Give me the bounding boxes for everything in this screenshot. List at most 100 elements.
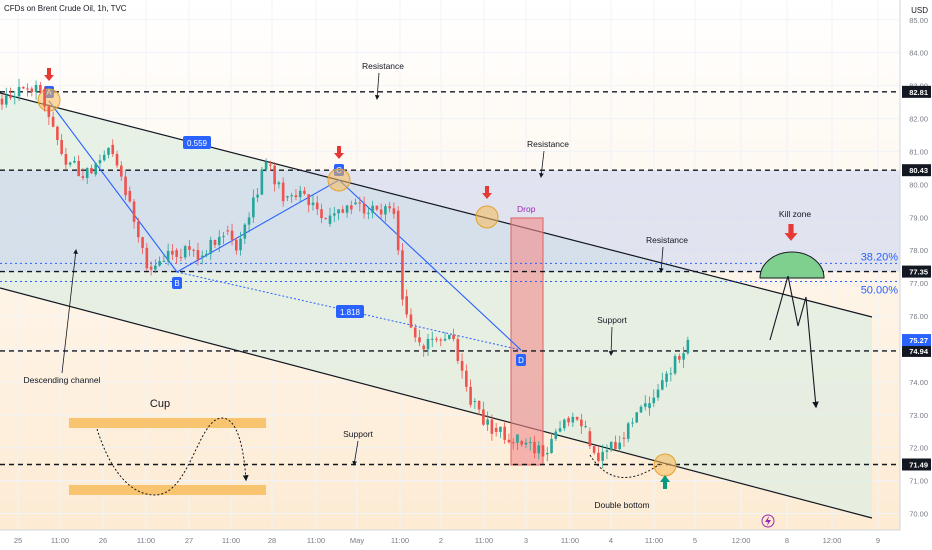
candle-body [439, 339, 443, 341]
candle-body [85, 167, 89, 178]
candle-body [290, 195, 293, 197]
price-tick: 78.00 [909, 246, 928, 255]
candle-body [337, 209, 340, 214]
candle-body [222, 235, 225, 237]
level-tag-label: 74.94 [909, 347, 929, 356]
candle-body [39, 84, 42, 91]
candle-body [141, 237, 144, 248]
resistance-label: Resistance [527, 139, 569, 149]
candle-body [73, 160, 76, 163]
currency-label: USD [911, 6, 928, 15]
candle-body [367, 212, 370, 214]
level-tag [902, 85, 931, 98]
cup-bottom-bar [69, 485, 266, 495]
candle-body [673, 356, 677, 374]
candle-body [609, 441, 613, 451]
price-tick: 79.00 [909, 213, 928, 222]
candle-body [486, 419, 489, 425]
kill-zone [759, 251, 825, 279]
point-label: D [518, 356, 524, 365]
candle-body [665, 373, 668, 382]
time-tick: 11:00 [561, 536, 579, 545]
time-axis[interactable]: 25 11:00 26 11:00 27 11:00 28 11:00 May 11:00 2 11:… [0, 529, 900, 550]
candle-body [281, 182, 285, 202]
price-tick: 82.00 [909, 115, 928, 124]
double-bottom-label: Double bottom [594, 500, 649, 510]
candle-body [430, 338, 434, 340]
overlay [761, 514, 775, 528]
candle-body [328, 215, 332, 224]
candle-body [452, 334, 455, 340]
highlight-circle [653, 453, 677, 477]
cup-top-bar [69, 418, 266, 428]
candle-body [179, 256, 183, 258]
channel-upper-line [0, 92, 873, 318]
fib-label: 50.00% [861, 284, 899, 296]
time-tick: 26 [99, 536, 107, 545]
level-tag-label: 82.81 [909, 88, 928, 97]
lightning-bolt [765, 516, 771, 526]
candle-body [422, 345, 426, 350]
candle-body [678, 356, 681, 360]
time-tick: 11:00 [51, 536, 69, 545]
candle-body [226, 230, 230, 232]
candle-body [81, 176, 85, 178]
candle-body [550, 438, 553, 453]
time-tick: 11:00 [307, 536, 325, 545]
candle-body [56, 126, 59, 141]
candle-body [418, 337, 421, 343]
candle-body [354, 202, 357, 205]
price-tick: 74.00 [909, 378, 928, 387]
candle-body [622, 437, 626, 439]
price-tick: 76.00 [909, 312, 928, 321]
highlight-circle [475, 205, 499, 229]
price-axis[interactable]: USD85.0084.0083.0082.0081.0080.0079.0078… [899, 0, 932, 550]
candle-body [294, 195, 298, 198]
candle-body [401, 250, 404, 300]
candle-body [350, 205, 353, 210]
candle-body [303, 190, 306, 194]
point-tag [516, 354, 526, 366]
candle-body [273, 165, 276, 185]
support-arrow [352, 440, 359, 466]
candle-body [158, 261, 161, 266]
candle-body [656, 389, 660, 398]
candle-body [345, 205, 349, 213]
ratio-tag [183, 136, 211, 149]
resistance-arrow [658, 246, 664, 273]
candle-body [239, 238, 242, 251]
candle-body [499, 426, 502, 432]
time-tick: 2 [439, 536, 443, 545]
candle-body [460, 360, 464, 371]
candle-body [494, 427, 498, 432]
time-tick: May [350, 536, 364, 545]
level-tag [902, 344, 931, 357]
price-tick: 80.00 [909, 180, 928, 189]
candle-body [26, 88, 29, 90]
candle-body [43, 88, 46, 107]
price-tick: 71.00 [909, 477, 928, 486]
candle-body [614, 441, 617, 450]
cup-label: Cup [150, 398, 170, 410]
candle-body [311, 202, 315, 206]
resistance-arrow [539, 150, 545, 178]
candle-body [209, 239, 213, 254]
candle-body [511, 442, 515, 444]
candle-body [68, 162, 72, 165]
candle-body [520, 441, 524, 445]
candle-body [192, 249, 195, 251]
time-tick: 9 [876, 536, 880, 545]
candle-body [533, 441, 536, 454]
price-levels: 38.20% 50.00% [0, 91, 900, 466]
candle-body [456, 339, 460, 361]
candle-body [528, 441, 532, 443]
kill-zone-label: Kill zone [779, 209, 811, 219]
candle-body [477, 400, 481, 410]
candle-body [260, 169, 264, 195]
candle-body [379, 209, 383, 215]
candle-body [618, 442, 621, 450]
cup-curve [96, 417, 249, 496]
candle-body [162, 260, 166, 262]
candle-body [392, 208, 396, 214]
